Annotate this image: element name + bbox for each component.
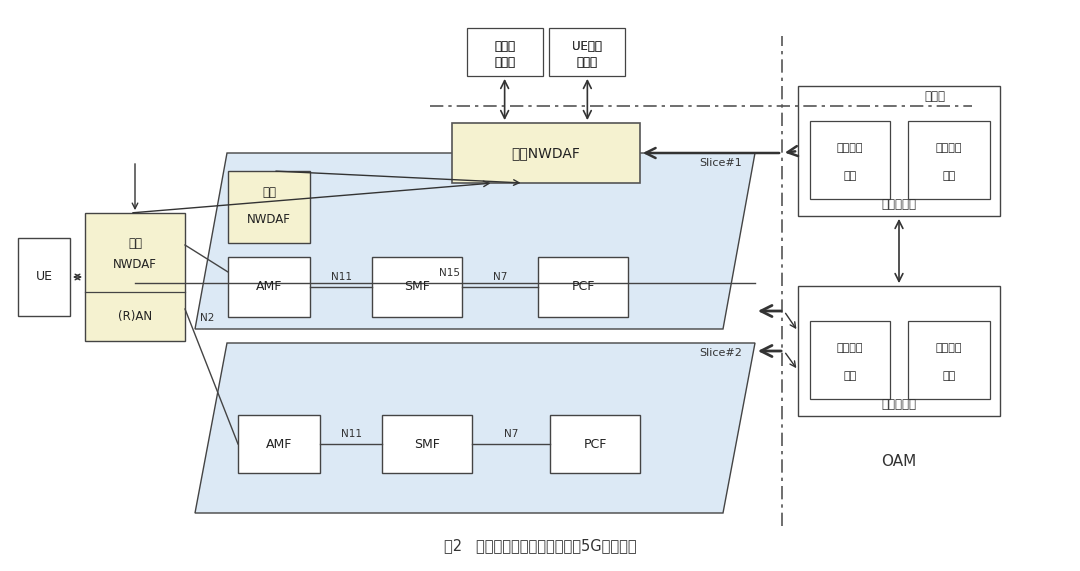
Bar — [85, 213, 185, 341]
Text: 编排: 编排 — [843, 371, 856, 381]
Bar — [238, 415, 320, 473]
Text: 编排控制层: 编排控制层 — [881, 397, 917, 411]
Text: 征描述: 征描述 — [495, 57, 515, 70]
Text: 运维管理层: 运维管理层 — [881, 198, 917, 211]
Text: PCF: PCF — [583, 437, 607, 451]
Bar — [810, 121, 890, 199]
Text: SMF: SMF — [414, 437, 440, 451]
Text: 管理: 管理 — [943, 371, 956, 381]
Polygon shape — [195, 153, 755, 329]
Text: 网络资源: 网络资源 — [935, 343, 962, 353]
Text: Slice#2: Slice#2 — [699, 348, 742, 358]
Text: Slice#1: Slice#1 — [699, 158, 742, 168]
Text: 网络切片: 网络切片 — [935, 143, 962, 153]
Bar — [372, 257, 462, 317]
Text: OAM: OAM — [881, 453, 917, 468]
Text: UE移动: UE移动 — [572, 39, 603, 53]
Text: 本地: 本地 — [129, 237, 141, 250]
Text: AMF: AMF — [266, 437, 293, 451]
Polygon shape — [195, 343, 755, 513]
Text: 本地: 本地 — [262, 186, 276, 199]
Text: NWDAF: NWDAF — [247, 214, 291, 227]
Text: 业务特: 业务特 — [495, 39, 515, 53]
Text: 中心NWDAF: 中心NWDAF — [512, 146, 580, 160]
Bar — [908, 121, 990, 199]
Text: 性信息: 性信息 — [577, 57, 598, 70]
Bar — [550, 28, 625, 76]
Text: AMF: AMF — [256, 280, 282, 293]
Text: UE: UE — [36, 271, 53, 283]
Text: N11: N11 — [340, 429, 362, 439]
Text: PCF: PCF — [571, 280, 595, 293]
Bar — [228, 171, 310, 243]
Text: 存储: 存储 — [843, 171, 856, 180]
Text: N15: N15 — [440, 268, 460, 278]
Bar — [467, 28, 542, 76]
Text: 网络功能: 网络功能 — [837, 343, 863, 353]
Bar — [810, 321, 890, 399]
Bar — [798, 86, 1000, 216]
Text: SMF: SMF — [404, 280, 430, 293]
Text: (R)AN: (R)AN — [118, 310, 152, 323]
Text: 征描述: 征描述 — [495, 57, 515, 70]
Bar — [550, 415, 640, 473]
Bar — [18, 238, 70, 316]
Text: UE移动: UE移动 — [572, 39, 603, 53]
Bar — [228, 257, 310, 317]
Text: 业务特: 业务特 — [495, 39, 515, 53]
Text: N2: N2 — [200, 313, 214, 323]
Text: NWDAF: NWDAF — [113, 258, 157, 271]
Text: 应用层: 应用层 — [924, 90, 945, 103]
Text: N7: N7 — [492, 272, 508, 282]
Text: N11: N11 — [330, 272, 351, 282]
Text: 管理: 管理 — [943, 171, 956, 180]
Bar — [908, 321, 990, 399]
Bar — [798, 286, 1000, 416]
Bar — [453, 123, 640, 183]
Bar — [538, 257, 627, 317]
Text: 网络数据: 网络数据 — [837, 143, 863, 153]
Bar — [382, 415, 472, 473]
Text: 图2   支持网络功能智能化定制的5G网络架构: 图2 支持网络功能智能化定制的5G网络架构 — [444, 538, 636, 553]
Text: N7: N7 — [503, 429, 518, 439]
Text: 性信息: 性信息 — [577, 57, 598, 70]
